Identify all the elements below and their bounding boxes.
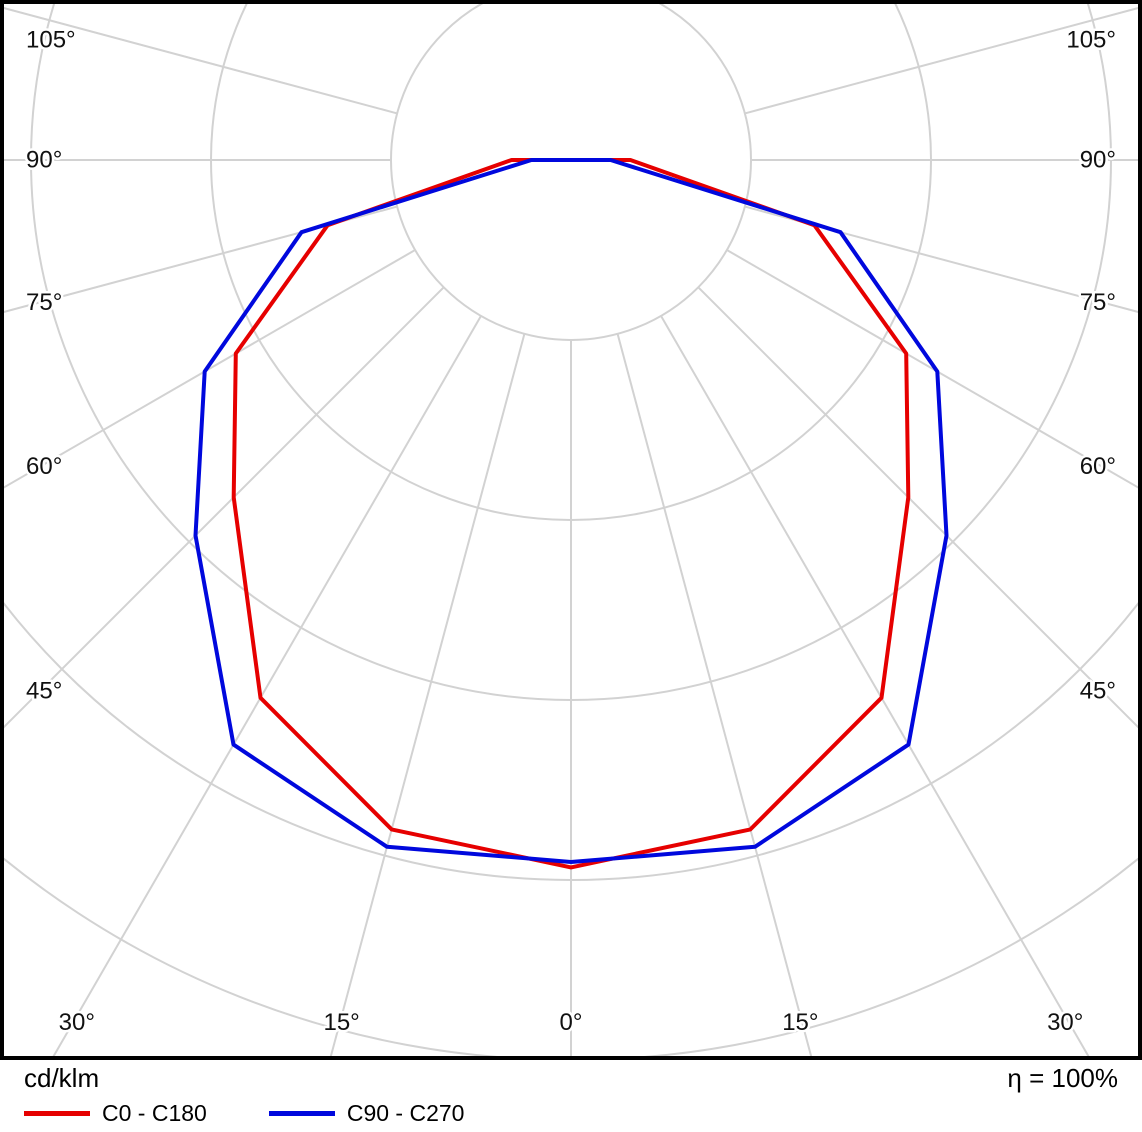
angle-label: 30° [1047, 1009, 1083, 1036]
legend-swatch-c0-c180-icon [24, 1111, 90, 1116]
polar-diagram: 105° 90° 75° 60° 45° 105° 90° 75° 60° 45° 30° 15° 0°… [0, 0, 1142, 1060]
angle-label: 90° [26, 147, 62, 174]
grid-spoke [744, 7, 1138, 115]
legend: cd/klm η = 100% C0 - C180 C90 - C270 [0, 1060, 1142, 1132]
polar-chart-area: 105° 90° 75° 60° 45° 105° 90° 75° 60° 45° 30° 15° 0°… [0, 0, 1142, 1060]
grid-spoke [660, 315, 1090, 1056]
plot-border [0, 0, 1142, 1060]
curves-layer [193, 158, 949, 870]
legend-label-c90-c270: C90 - C270 [346, 1100, 465, 1126]
angle-label: 30° [59, 1009, 95, 1036]
legend-item-c0-c180: C0 - C180 [24, 1100, 207, 1127]
grid-spoke [329, 333, 526, 1056]
grid-ring [390, 4, 752, 341]
curve-c0-c180 [231, 158, 911, 870]
angle-label: 15° [323, 1009, 359, 1036]
legend-swatch-c90-c270-icon [268, 1111, 335, 1116]
angle-label: 75° [26, 289, 62, 316]
grid-spoke [726, 249, 1138, 489]
angle-label: 105° [26, 27, 76, 54]
grid-spoke [4, 7, 398, 115]
angle-label: 45° [26, 678, 62, 705]
legend-label-c0-c180: C0 - C180 [102, 1100, 207, 1126]
angle-label: 90° [1080, 147, 1116, 174]
curve-c90-c270 [193, 158, 949, 864]
angle-label: 60° [1080, 453, 1116, 480]
angle-label: 60° [26, 453, 62, 480]
legend-header-row: cd/klm η = 100% [24, 1064, 1118, 1092]
grid-spoke [4, 249, 416, 489]
grid-spoke [697, 286, 1138, 729]
grid-spoke [616, 333, 813, 1056]
angle-label: 15° [782, 1009, 818, 1036]
legend-item-c90-c270: C90 - C270 [268, 1100, 465, 1127]
angle-labels-layer: 105° 90° 75° 60° 45° 105° 90° 75° 60° 45° 30° 15° 0°… [24, 24, 1119, 1039]
legend-series-row: C0 - C180 C90 - C270 [24, 1100, 1118, 1127]
units-label: cd/klm [24, 1063, 100, 1093]
angle-label: 0° [560, 1009, 583, 1036]
grid-spoke [4, 205, 398, 313]
grid-spoke [52, 315, 482, 1056]
grid-spoke [4, 286, 445, 729]
angle-label: 45° [1080, 678, 1116, 705]
angle-label: 75° [1080, 289, 1116, 316]
grid-layer [4, 4, 1138, 1056]
angle-label: 105° [1066, 27, 1116, 54]
grid-spoke [744, 205, 1138, 313]
efficiency-label: η = 100% [1007, 1063, 1118, 1093]
